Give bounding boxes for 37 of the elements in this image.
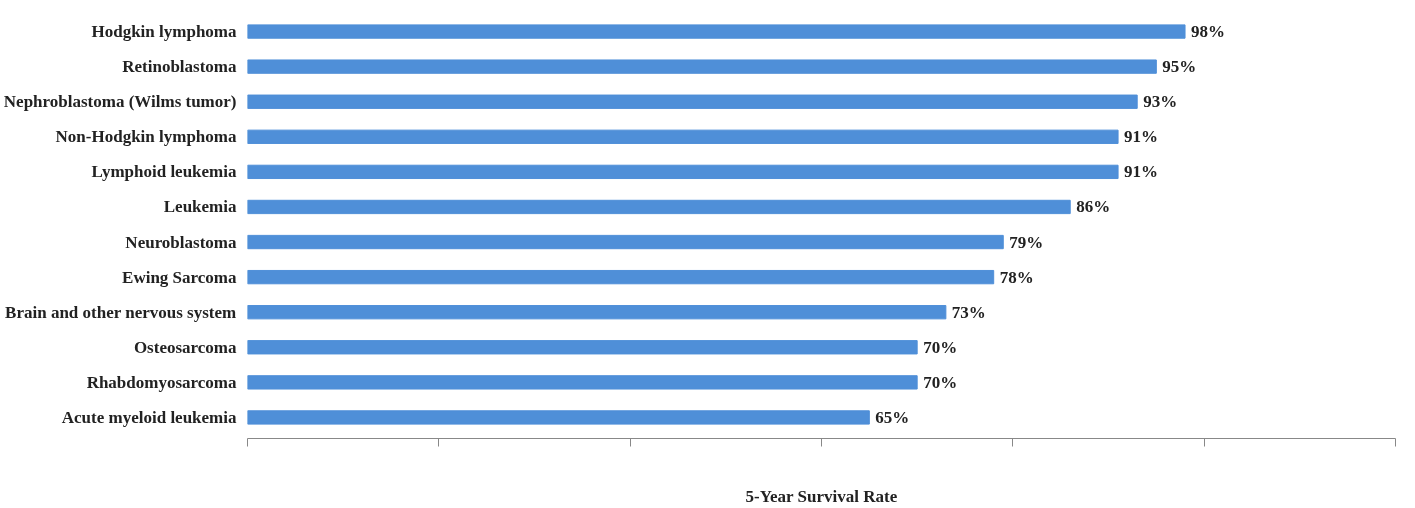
data-label: 98%	[1191, 22, 1226, 42]
data-label: 65%	[875, 407, 910, 427]
data-label: 91%	[1124, 127, 1159, 147]
y-tick-label: Retinoblastoma	[122, 57, 237, 77]
bar	[247, 375, 918, 390]
y-tick-label: Ewing Sarcoma	[122, 267, 237, 287]
bar	[247, 59, 1157, 74]
y-tick-label: Osteosarcoma	[133, 337, 237, 357]
data-label: 70%	[923, 372, 958, 392]
bar	[247, 164, 1119, 180]
data-label: 86%	[1076, 197, 1111, 217]
bar	[247, 305, 947, 320]
bar	[247, 269, 995, 285]
bar	[247, 94, 1138, 109]
y-tick-label: Brain and other nervous system	[5, 302, 237, 322]
data-label: 73%	[951, 302, 986, 322]
y-tick-label: Neuroblastoma	[125, 232, 237, 252]
data-label: 95%	[1162, 57, 1197, 77]
bar	[247, 340, 918, 355]
data-label: 93%	[1143, 92, 1178, 112]
bar	[247, 199, 1071, 215]
y-tick-label: Rhabdomyosarcoma	[86, 372, 237, 392]
bar	[247, 24, 1186, 39]
x-axis-title: 5-Year Survival Rate	[745, 486, 898, 506]
y-tick-label: Leukemia	[163, 197, 237, 217]
data-label: 91%	[1124, 162, 1159, 182]
y-tick-label: Non-Hodgkin lymphoma	[55, 127, 237, 147]
bar	[247, 234, 1004, 250]
data-label: 79%	[1009, 232, 1044, 252]
bar	[247, 410, 870, 425]
bar	[247, 129, 1119, 144]
y-tick-label: Lymphoid leukemia	[91, 162, 237, 182]
y-tick-label: Acute myeloid leukemia	[61, 407, 237, 427]
y-tick-label: Nephroblastoma (Wilms tumor)	[3, 92, 237, 112]
y-tick-label: Hodgkin lymphoma	[91, 22, 237, 42]
data-label: 70%	[923, 337, 958, 357]
data-label: 78%	[999, 267, 1034, 287]
